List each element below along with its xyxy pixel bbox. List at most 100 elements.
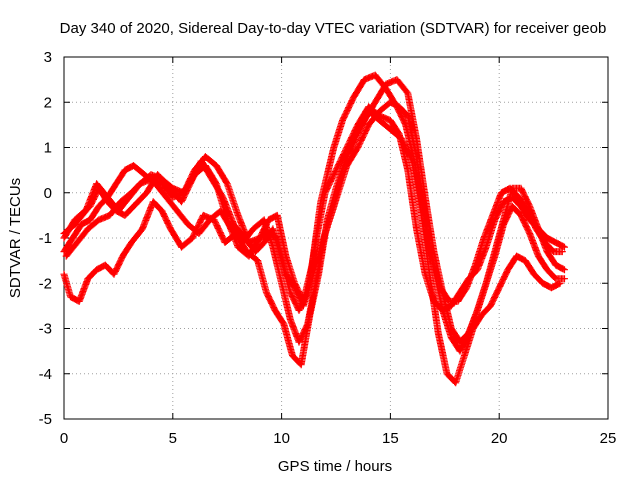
x-tick-label: 0	[60, 430, 68, 447]
data-point	[73, 226, 91, 246]
data-point	[93, 180, 110, 200]
data-point	[223, 180, 242, 218]
data-point	[158, 207, 174, 232]
data-point	[552, 261, 567, 273]
data-point	[280, 320, 296, 358]
data-point	[125, 181, 143, 201]
data-point	[506, 184, 522, 200]
data-point	[173, 207, 191, 227]
data-point	[452, 353, 468, 387]
x-tick-label: 20	[491, 430, 508, 447]
data-point	[332, 145, 350, 174]
data-point	[521, 257, 537, 277]
data-point	[430, 266, 446, 313]
data-point	[371, 71, 389, 91]
data-point	[130, 190, 150, 210]
data-point	[212, 180, 231, 222]
data-point	[104, 193, 121, 214]
data-point	[84, 217, 102, 233]
data-point	[386, 116, 402, 137]
y-tick-label: -4	[39, 366, 52, 383]
data-point	[82, 181, 100, 215]
data-point	[404, 112, 420, 159]
data-point	[491, 222, 507, 260]
data-point	[110, 254, 126, 278]
data-point	[491, 199, 507, 224]
data-point	[480, 213, 496, 242]
data-point	[60, 221, 78, 237]
data-point	[128, 226, 145, 246]
data-point	[517, 211, 533, 236]
data-point	[295, 321, 311, 346]
data-point	[376, 116, 393, 132]
data-point	[426, 270, 442, 335]
data-point	[561, 266, 568, 274]
data-point	[119, 240, 135, 260]
data-point	[271, 306, 287, 327]
data-point	[360, 100, 378, 124]
ticks: 0 5 10 15 20 25 -5 -4 -3 -2 -1 0 1 2 3	[39, 49, 617, 447]
data-point	[349, 77, 367, 102]
data-point	[334, 163, 350, 197]
data-point	[487, 285, 502, 310]
data-point	[386, 98, 402, 110]
data-point	[439, 306, 455, 340]
data-point	[273, 234, 290, 277]
data-point	[212, 162, 230, 186]
data-point	[515, 193, 531, 214]
data-point	[404, 166, 420, 231]
data-point	[269, 243, 285, 286]
data-point	[421, 216, 438, 272]
y-axis-label: SDTVAR / TECUs	[7, 178, 24, 298]
x-tick-label: 25	[600, 430, 617, 447]
data-point	[195, 217, 213, 237]
data-point	[273, 211, 290, 259]
data-point	[326, 190, 342, 224]
x-tick-label: 10	[273, 430, 290, 447]
data-point	[393, 76, 411, 96]
data-point	[234, 211, 252, 245]
data-point	[210, 216, 228, 245]
data-point	[354, 122, 372, 151]
data-point	[465, 308, 481, 337]
data-point	[489, 190, 505, 219]
y-tick-label: -2	[39, 275, 52, 292]
data-point	[162, 193, 180, 214]
data-point	[86, 204, 102, 224]
data-point	[75, 276, 91, 305]
data-marks	[60, 71, 568, 387]
data-point	[149, 198, 165, 214]
grid	[64, 57, 608, 419]
chart-title: Day 340 of 2020, Sidereal Day-to-day VTE…	[60, 20, 607, 37]
data-point	[386, 125, 404, 141]
data-point	[534, 252, 550, 272]
data-point	[308, 245, 324, 283]
data-point	[561, 275, 568, 283]
data-point	[158, 180, 176, 200]
data-point	[69, 222, 85, 242]
data-point	[201, 162, 219, 186]
data-point	[158, 175, 176, 191]
data-point	[543, 248, 559, 268]
y-tick-label: 2	[44, 94, 52, 111]
data-point	[191, 154, 208, 174]
y-tick-label: -1	[39, 230, 52, 247]
data-point	[524, 207, 539, 232]
data-point	[278, 279, 294, 322]
data-point	[60, 270, 74, 299]
data-point	[326, 145, 337, 170]
data-point	[532, 225, 548, 245]
data-point	[541, 239, 556, 254]
data-point	[130, 162, 147, 178]
data-point	[473, 281, 490, 314]
data-point	[167, 225, 185, 250]
data-point	[330, 118, 346, 151]
x-tick-label: 5	[169, 430, 177, 447]
data-point	[62, 240, 80, 260]
data-point	[517, 184, 533, 209]
data-point	[84, 267, 100, 283]
y-tick-label: 3	[44, 49, 52, 66]
data-point	[299, 276, 316, 310]
data-point	[317, 163, 333, 206]
